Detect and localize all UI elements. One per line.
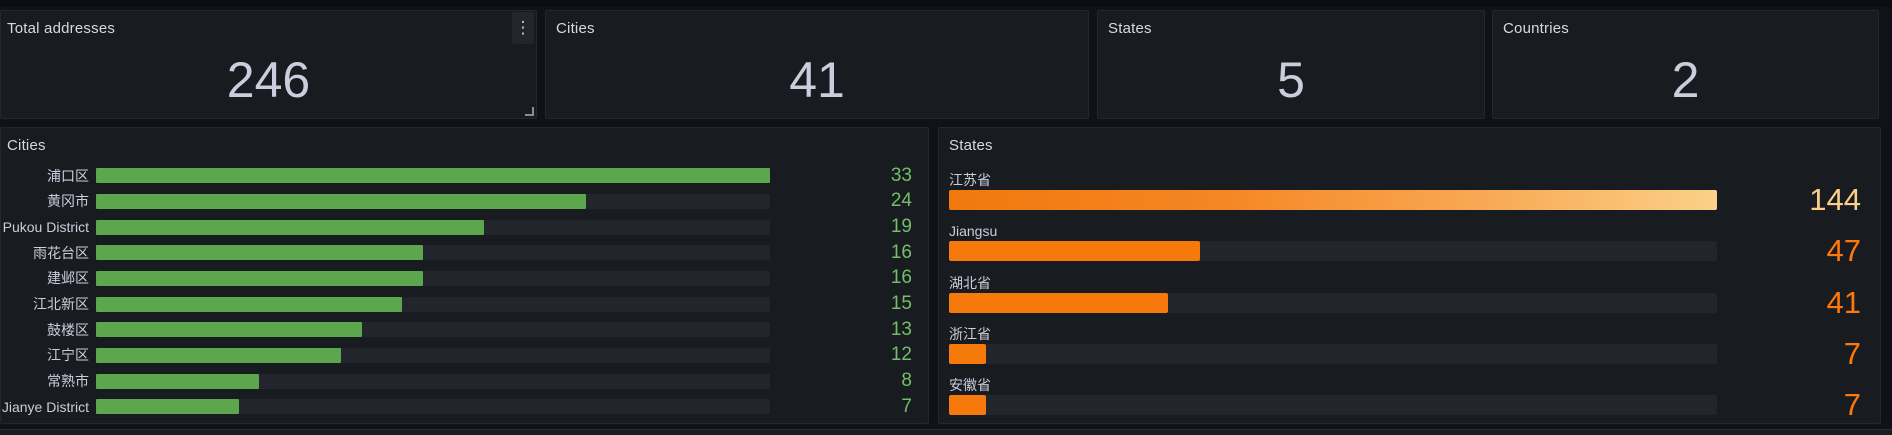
cities-bar-track <box>96 219 770 235</box>
stat-value-states: 5 <box>1277 51 1305 108</box>
cities-row-label: 常熟市 <box>47 373 89 390</box>
states-row-label: 安徽省 <box>949 377 991 394</box>
states-row-label: 浙江省 <box>949 325 991 342</box>
panel-menu-button[interactable]: ⋮ <box>512 12 534 44</box>
cities-bar-track <box>96 168 770 184</box>
cities-bar-fill <box>96 219 485 235</box>
bargauge-panel-states: States 江苏省 144 Jiangsu 47 湖北省 41 浙江省 7 安徽省 7 <box>938 127 1881 424</box>
cities-row-value: 12 <box>890 344 912 366</box>
cities-row-value: 33 <box>890 164 912 186</box>
cities-row-value: 16 <box>890 241 912 263</box>
cities-bar-fill <box>96 373 260 389</box>
cities-bar-fill <box>96 347 342 363</box>
cities-row-label: 江宁区 <box>47 347 89 364</box>
cities-row-value: 7 <box>901 395 912 417</box>
cities-row-label: 浦口区 <box>47 167 89 184</box>
cities-bar-row: 黄冈市 24 <box>1 189 928 215</box>
cities-bar-row: 常熟市 8 <box>1 368 928 394</box>
cities-bar-row: 江宁区 12 <box>1 343 928 369</box>
states-row-value: 7 <box>1843 387 1861 423</box>
panel-title-total-addresses[interactable]: Total addresses <box>7 20 116 37</box>
cities-row-value: 13 <box>890 318 912 340</box>
cities-row-value: 16 <box>890 267 912 289</box>
stat-value-countries: 2 <box>1671 51 1700 108</box>
states-row-value: 144 <box>1809 182 1861 217</box>
cities-bar-track <box>96 296 770 312</box>
cities-row-value: 19 <box>890 216 912 238</box>
states-row-label: 江苏省 <box>949 172 991 188</box>
stat-value-cities: 41 <box>789 51 845 108</box>
cities-bar-track <box>96 245 770 261</box>
next-row-panel-edge <box>0 429 1892 435</box>
states-bar-row: 江苏省 144 <box>949 172 1880 223</box>
states-bar-list: 江苏省 144 Jiangsu 47 湖北省 41 浙江省 7 安徽省 7 <box>949 172 1880 428</box>
cities-bar-row: 鼓楼区 13 <box>1 317 928 343</box>
states-row-value: 47 <box>1826 233 1861 269</box>
panel-title-states-bargauge[interactable]: States <box>949 137 993 154</box>
stat-panel-states: States 5 <box>1097 10 1485 119</box>
cities-bar-track <box>96 399 770 415</box>
cities-bar-fill <box>96 245 423 261</box>
states-bar-fill <box>949 241 1200 262</box>
cities-row-label: Pukou District <box>2 219 89 236</box>
states-bar-track <box>949 343 1717 364</box>
stat-value-total-addresses: 246 <box>226 51 311 108</box>
kebab-icon: ⋮ <box>514 18 532 37</box>
cities-row-label: 黄冈市 <box>47 193 89 210</box>
cities-bar-track <box>96 347 770 363</box>
cities-bar-row: Pukou District 19 <box>1 214 928 240</box>
states-bar-row: Jiangsu 47 <box>949 223 1880 274</box>
cities-bar-track <box>96 373 770 389</box>
cities-bar-row: Jianye District 7 <box>1 394 928 420</box>
states-row-label: 湖北省 <box>949 274 991 291</box>
cities-bar-fill <box>96 296 403 312</box>
stat-panel-cities: Cities 41 <box>545 10 1089 119</box>
states-bar-row: 湖北省 41 <box>949 275 1880 326</box>
cities-row-label: 建邺区 <box>47 270 89 287</box>
cities-bar-fill <box>96 322 362 338</box>
panel-title-states-stat[interactable]: States <box>1108 20 1152 37</box>
states-row-label: Jiangsu <box>949 223 998 240</box>
cities-bar-track <box>96 322 770 338</box>
panel-title-cities-bargauge[interactable]: Cities <box>7 137 46 154</box>
states-bar-fill <box>949 190 1717 210</box>
panel-resize-handle[interactable] <box>525 107 534 116</box>
states-bar-track <box>949 190 1717 210</box>
states-bar-track <box>949 395 1717 416</box>
panel-title-cities-stat[interactable]: Cities <box>556 20 595 37</box>
cities-row-value: 8 <box>901 370 912 392</box>
cities-bar-fill <box>96 399 239 415</box>
states-bar-row: 浙江省 7 <box>949 326 1880 377</box>
cities-bar-row: 江北新区 15 <box>1 291 928 317</box>
cities-bar-list: 浦口区 33 黄冈市 24 Pukou District 19 雨花台区 16 建邺区 16 江北新… <box>1 163 928 420</box>
cities-bar-row: 浦口区 33 <box>1 163 928 189</box>
cities-bar-row: 建邺区 16 <box>1 266 928 292</box>
states-bar-track <box>949 292 1717 313</box>
cities-row-label: 雨花台区 <box>33 244 89 261</box>
states-bar-row: 安徽省 7 <box>949 377 1880 428</box>
cities-bar-fill <box>96 270 423 286</box>
cities-bar-fill <box>96 193 587 209</box>
cities-bar-track <box>96 193 770 209</box>
cities-bar-track <box>96 270 770 286</box>
cities-bar-fill <box>96 168 770 184</box>
stat-panel-countries: Countries 2 <box>1492 10 1879 119</box>
cities-row-label: Jianye District <box>1 398 89 415</box>
bargauge-panel-cities: Cities 浦口区 33 黄冈市 24 Pukou District 19 雨花台区 16 建… <box>0 127 929 424</box>
top-edge-strip <box>0 0 1892 7</box>
cities-row-label: 江北新区 <box>33 296 89 313</box>
panel-title-countries[interactable]: Countries <box>1503 20 1569 37</box>
stat-panel-total-addresses: Total addresses ⋮ 246 <box>0 10 537 119</box>
states-bar-fill <box>949 292 1168 313</box>
states-bar-fill <box>949 395 987 416</box>
cities-bar-row: 雨花台区 16 <box>1 240 928 266</box>
cities-row-value: 24 <box>890 190 912 212</box>
states-row-value: 7 <box>1843 335 1861 371</box>
states-row-value: 41 <box>1826 284 1861 320</box>
cities-row-value: 15 <box>890 293 912 315</box>
states-bar-fill <box>949 343 987 364</box>
states-bar-track <box>949 241 1717 262</box>
cities-row-label: 鼓楼区 <box>47 321 89 338</box>
